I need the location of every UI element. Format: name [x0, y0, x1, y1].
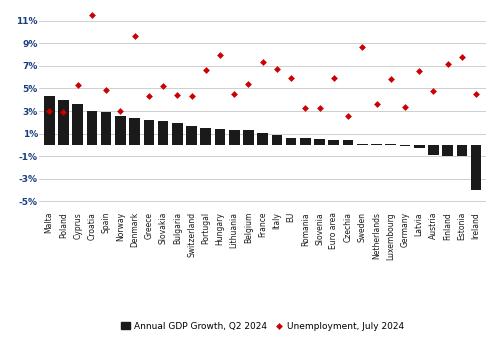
Bar — [300, 138, 311, 145]
Bar — [72, 104, 83, 145]
Point — [116, 108, 124, 114]
Bar — [471, 145, 482, 190]
Bar — [385, 144, 396, 145]
Point — [401, 103, 409, 109]
Point — [472, 91, 480, 97]
Point — [301, 105, 309, 111]
Bar — [328, 140, 339, 145]
Bar — [343, 140, 354, 145]
Bar — [286, 138, 297, 145]
Bar — [200, 128, 211, 145]
Bar — [115, 115, 126, 145]
Point — [316, 105, 324, 111]
Point — [245, 81, 252, 87]
Bar — [357, 144, 368, 145]
Bar — [172, 123, 183, 145]
Point — [415, 69, 423, 74]
Point — [45, 108, 53, 114]
Point — [173, 92, 181, 98]
Bar — [129, 118, 140, 145]
Point — [230, 91, 238, 97]
Bar — [229, 130, 240, 145]
Point — [430, 88, 437, 94]
Bar — [243, 130, 254, 145]
Point — [145, 93, 153, 99]
Point — [216, 52, 224, 57]
Bar — [414, 145, 425, 148]
Bar — [158, 121, 168, 145]
Bar — [400, 145, 410, 146]
Bar — [457, 145, 467, 156]
Bar — [428, 145, 439, 155]
Point — [387, 77, 395, 82]
Point — [344, 113, 352, 118]
Point — [188, 93, 195, 99]
Legend: Annual GDP Growth, Q2 2024, Unemployment, July 2024: Annual GDP Growth, Q2 2024, Unemployment… — [118, 318, 408, 334]
Point — [330, 76, 338, 81]
Point — [287, 76, 295, 81]
Bar — [86, 111, 97, 145]
Bar — [101, 112, 111, 145]
Point — [131, 33, 138, 39]
Point — [74, 82, 82, 88]
Bar — [215, 129, 225, 145]
Point — [458, 54, 466, 60]
Bar — [371, 144, 382, 145]
Point — [259, 60, 267, 65]
Point — [159, 83, 167, 89]
Bar — [58, 100, 69, 145]
Point — [358, 44, 366, 49]
Point — [88, 12, 96, 18]
Bar — [272, 135, 282, 145]
Point — [373, 101, 381, 107]
Point — [273, 66, 281, 72]
Point — [202, 68, 210, 73]
Bar — [314, 139, 325, 145]
Point — [102, 87, 110, 93]
Bar — [44, 96, 55, 145]
Point — [444, 61, 452, 66]
Bar — [442, 145, 453, 156]
Bar — [143, 120, 154, 145]
Bar — [257, 132, 268, 145]
Point — [59, 109, 67, 115]
Bar — [186, 126, 197, 145]
